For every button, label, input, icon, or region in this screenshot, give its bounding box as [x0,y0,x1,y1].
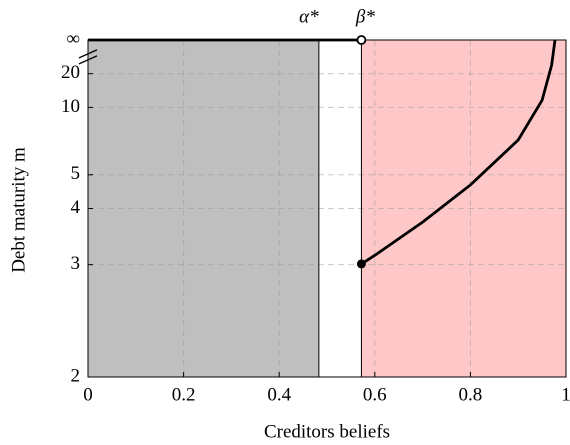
x-tick-label: 0.6 [363,384,387,405]
threshold-label: α* [299,6,319,27]
point-marker [356,259,366,269]
point-marker [356,35,367,45]
y-tick-label: 10 [61,96,80,117]
y-tick-label: 20 [61,62,80,83]
x-axis-label: Creditors beliefs [264,421,390,442]
series-line [360,39,557,266]
y-tick-label: 4 [71,197,81,218]
threshold-label: β* [355,6,375,27]
axis-break [78,49,98,59]
x-tick-label: 0.8 [459,384,483,405]
y-tick-label: 5 [71,163,81,184]
x-tick-label: 0.4 [267,384,291,405]
y-axis-label: Debt maturity m [8,147,29,273]
x-tick-label: 0 [83,384,93,405]
axis-break [78,55,98,65]
y-tick-label: ∞ [66,28,80,49]
y-tick-label: 2 [71,365,81,386]
y-tick-label: 3 [71,253,81,274]
x-tick-label: 1 [561,384,570,405]
x-tick-label: 0.2 [172,384,196,405]
